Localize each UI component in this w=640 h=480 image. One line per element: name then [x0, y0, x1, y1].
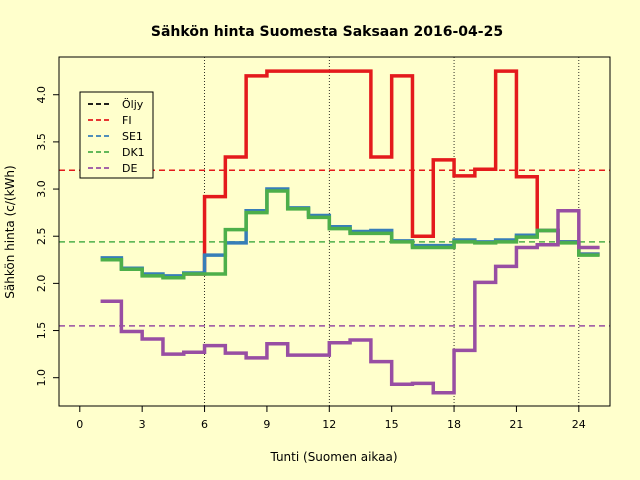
x-tick-label: 0 — [76, 418, 83, 431]
legend: Öljy FI SE1 DK1 DE — [79, 91, 154, 179]
legend-label: DK1 — [122, 146, 145, 159]
series-line-dk1 — [100, 189, 600, 280]
series-line-fi — [183, 69, 600, 276]
y-tick-label: 2.0 — [35, 275, 48, 293]
x-tick-label: 12 — [322, 418, 336, 431]
y-tick-label: 2.5 — [35, 227, 48, 245]
x-tick-label: 21 — [509, 418, 523, 431]
legend-label: DE — [122, 162, 137, 175]
x-tick-label: 18 — [447, 418, 461, 431]
y-tick-label: 3.0 — [35, 180, 48, 198]
x-tick-label: 9 — [263, 418, 270, 431]
plot-frame — [58, 56, 611, 407]
legend-box — [79, 91, 154, 179]
x-tick-label: 6 — [201, 418, 208, 431]
x-tick-label: 15 — [385, 418, 399, 431]
x-tick-label: 3 — [139, 418, 146, 431]
series-line-de — [100, 208, 600, 395]
y-tick-label: 1.5 — [35, 322, 48, 340]
chart-title: Sähkön hinta Suomesta Saksaan 2016-04-25 — [151, 24, 503, 40]
y-tick-label: 1.0 — [35, 369, 48, 387]
y-tick-label: 4.0 — [35, 86, 48, 104]
y-axis-label: Sähkön hinta (c/(kWh) — [3, 165, 17, 298]
legend-label: Öljy — [122, 98, 144, 111]
plot-area: 0 3 6 9 12 15 18 21 24 1.0 1.5 2.0 2.5 3.0 3.5 4.0 — [35, 56, 611, 431]
y-tick-label: 3.5 — [35, 133, 48, 151]
legend-label: SE1 — [122, 130, 143, 143]
x-tick-label: 24 — [572, 418, 586, 431]
x-axis-label: Tunti (Suomen aikaa) — [269, 450, 397, 464]
legend-label: FI — [122, 114, 132, 127]
